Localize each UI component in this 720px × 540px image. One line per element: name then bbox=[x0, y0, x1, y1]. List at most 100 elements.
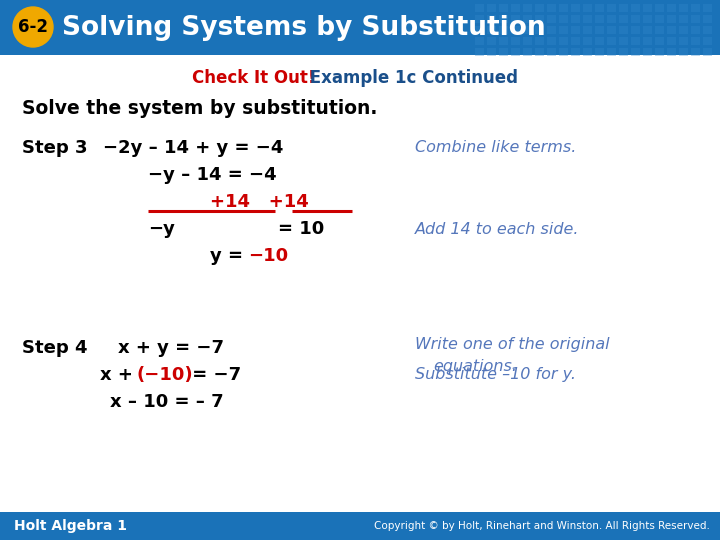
Bar bbox=[475, 48, 484, 56]
Bar bbox=[619, 26, 628, 34]
Bar bbox=[631, 15, 640, 23]
Bar bbox=[631, 4, 640, 12]
Bar bbox=[571, 15, 580, 23]
Bar bbox=[607, 37, 616, 45]
Text: = −7: = −7 bbox=[186, 366, 241, 384]
Bar bbox=[523, 26, 532, 34]
Bar bbox=[631, 37, 640, 45]
Bar bbox=[595, 15, 604, 23]
Text: Example 1c Continued: Example 1c Continued bbox=[304, 69, 518, 87]
Bar bbox=[475, 15, 484, 23]
Bar bbox=[595, 26, 604, 34]
Text: Step 4: Step 4 bbox=[22, 339, 88, 357]
Bar bbox=[667, 37, 676, 45]
Bar bbox=[487, 15, 496, 23]
Bar bbox=[703, 26, 712, 34]
Bar bbox=[595, 48, 604, 56]
Bar bbox=[655, 48, 664, 56]
Bar bbox=[547, 15, 556, 23]
Bar bbox=[487, 26, 496, 34]
Text: (−10): (−10) bbox=[136, 366, 193, 384]
Bar bbox=[523, 4, 532, 12]
Text: Copyright © by Holt, Rinehart and Winston. All Rights Reserved.: Copyright © by Holt, Rinehart and Winsto… bbox=[374, 521, 710, 531]
Bar bbox=[679, 26, 688, 34]
Bar bbox=[523, 37, 532, 45]
Bar bbox=[655, 4, 664, 12]
Bar bbox=[499, 26, 508, 34]
Text: equations.: equations. bbox=[433, 359, 517, 374]
Bar bbox=[583, 4, 592, 12]
Text: −10: −10 bbox=[248, 247, 288, 265]
Bar bbox=[583, 37, 592, 45]
Text: Check It Out!: Check It Out! bbox=[192, 69, 315, 87]
Bar bbox=[0, 512, 720, 540]
Text: x +: x + bbox=[100, 366, 139, 384]
Bar bbox=[691, 15, 700, 23]
Bar bbox=[571, 48, 580, 56]
Text: x – 10 = – 7: x – 10 = – 7 bbox=[110, 393, 224, 411]
Bar bbox=[547, 48, 556, 56]
Text: −y: −y bbox=[148, 220, 175, 238]
Bar bbox=[691, 4, 700, 12]
Bar bbox=[703, 15, 712, 23]
Bar bbox=[475, 4, 484, 12]
Bar bbox=[523, 15, 532, 23]
Bar bbox=[571, 37, 580, 45]
Text: 6-2: 6-2 bbox=[18, 18, 48, 36]
Bar bbox=[511, 4, 520, 12]
Bar bbox=[643, 4, 652, 12]
Bar bbox=[571, 4, 580, 12]
Bar bbox=[703, 48, 712, 56]
Bar bbox=[559, 48, 568, 56]
Bar bbox=[655, 37, 664, 45]
Bar bbox=[679, 4, 688, 12]
Bar bbox=[547, 37, 556, 45]
Bar bbox=[499, 4, 508, 12]
Bar bbox=[667, 26, 676, 34]
Bar bbox=[703, 4, 712, 12]
Text: Step 3: Step 3 bbox=[22, 139, 88, 157]
Bar bbox=[535, 26, 544, 34]
Circle shape bbox=[13, 7, 53, 47]
Bar bbox=[643, 15, 652, 23]
Text: −y – 14 = −4: −y – 14 = −4 bbox=[148, 166, 276, 184]
Bar bbox=[475, 26, 484, 34]
Bar bbox=[475, 37, 484, 45]
Bar bbox=[559, 37, 568, 45]
Text: Combine like terms.: Combine like terms. bbox=[415, 140, 577, 156]
Bar bbox=[667, 15, 676, 23]
Bar bbox=[679, 37, 688, 45]
Bar bbox=[559, 15, 568, 23]
Bar bbox=[559, 26, 568, 34]
Text: Solve the system by substitution.: Solve the system by substitution. bbox=[22, 98, 377, 118]
Bar bbox=[643, 37, 652, 45]
Bar bbox=[547, 26, 556, 34]
Bar bbox=[583, 15, 592, 23]
Bar bbox=[691, 26, 700, 34]
Text: Holt Algebra 1: Holt Algebra 1 bbox=[14, 519, 127, 533]
Text: Solving Systems by Substitution: Solving Systems by Substitution bbox=[62, 15, 546, 41]
Bar bbox=[655, 26, 664, 34]
Bar bbox=[535, 37, 544, 45]
Bar bbox=[511, 26, 520, 34]
Bar bbox=[655, 15, 664, 23]
Bar bbox=[703, 37, 712, 45]
Bar bbox=[667, 48, 676, 56]
Bar bbox=[607, 15, 616, 23]
Bar bbox=[667, 4, 676, 12]
Bar bbox=[643, 48, 652, 56]
Bar bbox=[643, 26, 652, 34]
Bar bbox=[595, 37, 604, 45]
Bar bbox=[535, 48, 544, 56]
Bar bbox=[511, 37, 520, 45]
Text: Add 14 to each side.: Add 14 to each side. bbox=[415, 221, 580, 237]
Bar bbox=[607, 4, 616, 12]
Bar bbox=[619, 48, 628, 56]
Text: y =: y = bbox=[210, 247, 249, 265]
Bar bbox=[0, 0, 720, 55]
Bar bbox=[619, 4, 628, 12]
Text: x + y = −7: x + y = −7 bbox=[118, 339, 224, 357]
Bar bbox=[511, 15, 520, 23]
Bar bbox=[583, 48, 592, 56]
Bar bbox=[535, 15, 544, 23]
